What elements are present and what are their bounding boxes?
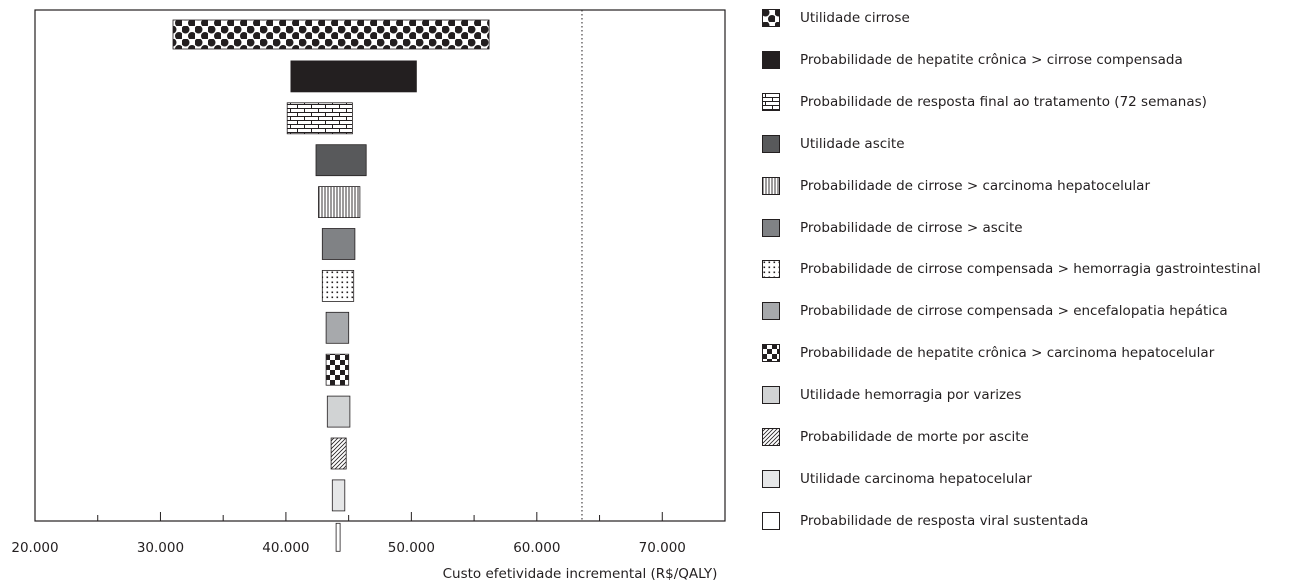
- legend-swatch: [762, 92, 780, 111]
- legend-item: Probabilidade de resposta final ao trata…: [762, 91, 1207, 113]
- legend-swatch: [762, 302, 780, 321]
- bar-probabilidade-de-resposta-final-ao-tratamento-72-semanas: [286, 102, 353, 135]
- legend-item: Probabilidade de hepatite crônica > carc…: [762, 342, 1214, 364]
- legend-swatch: [762, 134, 780, 153]
- legend-swatch: [762, 218, 780, 237]
- x-tick-label: 40.000: [262, 540, 309, 556]
- legend-item: Utilidade hemorragia por varizes: [762, 384, 1021, 406]
- tornado-chart: 20.000 30.000 40.000 50.000 60.000 70.000 Cus…: [11, 9, 726, 582]
- bar-utilidade-cirrose: [172, 19, 490, 50]
- legend-item: Probabilidade de resposta viral sustenta…: [762, 510, 1088, 532]
- x-axis-title: Custo efetividade incremental (R$/QALY): [443, 566, 718, 582]
- bar-probabilidade-de-cirrose-compensada-encefalopatia-hepatica: [325, 311, 350, 344]
- legend-item: Probabilidade de morte por ascite: [762, 426, 1029, 448]
- legend-label: Utilidade hemorragia por varizes: [800, 387, 1022, 404]
- legend-label: Utilidade carcinoma hepatocelular: [800, 470, 1032, 487]
- legend-item: Probabilidade de cirrose > ascite: [762, 217, 1023, 239]
- bar-probabilidade-de-cirrose-ascite: [321, 228, 356, 260]
- legend-swatch: [762, 176, 780, 195]
- x-tick-label: 20.000: [11, 540, 58, 556]
- x-tick-label: 50.000: [388, 540, 435, 556]
- legend-item: Utilidade cirrose: [762, 7, 910, 29]
- legend-label: Probabilidade de cirrose compensada > en…: [800, 303, 1228, 320]
- bar-probabilidade-de-hepatite-cronica-carcinoma-hepatocelular: [325, 353, 350, 386]
- legend-swatch: [762, 386, 780, 405]
- legend-label: Probabilidade de resposta final ao trata…: [800, 93, 1207, 110]
- bar-utilidade-ascite: [315, 144, 367, 177]
- plot-frame: [34, 9, 726, 522]
- legend-item: Probabilidade de hepatite crônica > cirr…: [762, 49, 1183, 71]
- legend-swatch: [762, 50, 780, 69]
- bar-probabilidade-de-resposta-viral-sustentada: [335, 522, 341, 552]
- legend-swatch: [762, 344, 780, 363]
- legend-swatch: [762, 469, 780, 488]
- legend-swatch: [762, 511, 780, 530]
- bar-probabilidade-de-cirrose-carcinoma-hepatocelular: [318, 186, 361, 219]
- bar-probabilidade-de-hepatite-cronica-cirrose-compensada: [290, 60, 417, 93]
- legend-label: Probabilidade de cirrose compensada > he…: [800, 261, 1261, 278]
- legend-swatch: [762, 9, 780, 27]
- legend-label: Probabilidade de cirrose > ascite: [800, 219, 1023, 236]
- x-tick-label: 70.000: [639, 540, 686, 556]
- legend-label: Probabilidade de morte por ascite: [800, 429, 1029, 445]
- x-tick-label: 30.000: [137, 540, 184, 556]
- legend-item: Utilidade ascite: [762, 133, 905, 155]
- legend-label: Probabilidade de hepatite crônica > carc…: [800, 345, 1215, 362]
- legend-label: Probabilidade de cirrose > carcinoma hep…: [800, 177, 1151, 194]
- legend-item: Probabilidade de cirrose > carcinoma hep…: [762, 175, 1150, 197]
- legend-label: Probabilidade de resposta viral sustenta…: [800, 512, 1089, 529]
- legend-item: Probabilidade de cirrose compensada > en…: [762, 300, 1228, 322]
- bar-utilidade-carcinoma-hepatocelular: [331, 479, 346, 512]
- legend-swatch: [762, 260, 780, 279]
- x-tick-label: 60.000: [513, 540, 560, 556]
- legend-item: Probabilidade de cirrose compensada > he…: [762, 258, 1261, 280]
- legend-label: Probabilidade de hepatite crônica > cirr…: [800, 51, 1183, 68]
- legend-label: Utilidade ascite: [800, 135, 905, 152]
- legend-label: Utilidade cirrose: [800, 10, 910, 26]
- bar-probabilidade-de-morte-por-ascite: [330, 437, 347, 470]
- bar-utilidade-hemorragia-por-varizes: [326, 395, 351, 428]
- legend-swatch: [762, 428, 780, 446]
- bar-probabilidade-de-cirrose-compensada-hemorragia-gastrointestinal: [321, 269, 355, 302]
- legend-item: Utilidade carcinoma hepatocelular: [762, 468, 1032, 490]
